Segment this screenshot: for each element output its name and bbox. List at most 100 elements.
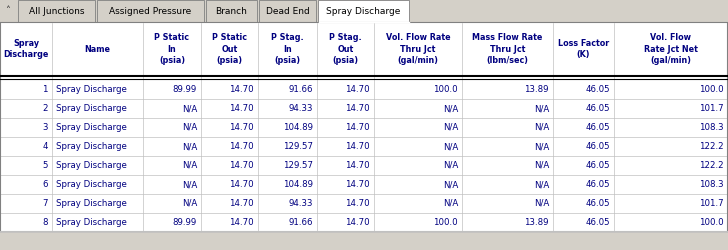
Text: 14.70: 14.70 xyxy=(345,218,370,227)
Bar xyxy=(259,0,316,22)
Text: 100.0: 100.0 xyxy=(433,218,458,227)
Text: 14.70: 14.70 xyxy=(229,218,254,227)
Text: 4: 4 xyxy=(42,142,48,151)
Text: 7: 7 xyxy=(42,199,48,208)
Text: 1: 1 xyxy=(42,85,48,94)
Bar xyxy=(0,23,728,231)
Text: N/A: N/A xyxy=(443,142,458,151)
Text: 94.33: 94.33 xyxy=(288,199,313,208)
Text: 129.57: 129.57 xyxy=(283,142,313,151)
Text: Spray Discharge: Spray Discharge xyxy=(326,6,400,16)
Text: ˄: ˄ xyxy=(6,6,10,16)
Text: Mass Flow Rate
Thru Jct
(lbm/sec): Mass Flow Rate Thru Jct (lbm/sec) xyxy=(472,34,542,64)
Text: N/A: N/A xyxy=(443,199,458,208)
Text: Spray Discharge: Spray Discharge xyxy=(56,161,127,170)
Text: 46.05: 46.05 xyxy=(585,104,610,113)
Text: 46.05: 46.05 xyxy=(585,199,610,208)
Text: 14.70: 14.70 xyxy=(345,180,370,189)
Text: 6: 6 xyxy=(42,180,48,189)
Text: N/A: N/A xyxy=(182,123,197,132)
Text: 14.70: 14.70 xyxy=(345,199,370,208)
Text: 91.66: 91.66 xyxy=(288,218,313,227)
Text: 108.3: 108.3 xyxy=(700,123,724,132)
Text: 2: 2 xyxy=(42,104,48,113)
Bar xyxy=(18,0,95,22)
Text: 14.70: 14.70 xyxy=(345,85,370,94)
Text: 104.89: 104.89 xyxy=(283,123,313,132)
Text: P Static
Out
(psia): P Static Out (psia) xyxy=(212,34,247,64)
Text: N/A: N/A xyxy=(182,180,197,189)
Text: 46.05: 46.05 xyxy=(585,142,610,151)
Text: 14.70: 14.70 xyxy=(229,142,254,151)
Text: N/A: N/A xyxy=(534,199,549,208)
Text: 14.70: 14.70 xyxy=(229,161,254,170)
Text: Name: Name xyxy=(84,44,111,54)
Text: All Junctions: All Junctions xyxy=(28,6,84,16)
Text: 89.99: 89.99 xyxy=(173,85,197,94)
Text: 46.05: 46.05 xyxy=(585,218,610,227)
Text: Spray Discharge: Spray Discharge xyxy=(56,123,127,132)
Text: Branch: Branch xyxy=(215,6,248,16)
Text: 94.33: 94.33 xyxy=(288,104,313,113)
Text: 14.70: 14.70 xyxy=(229,199,254,208)
Text: 8: 8 xyxy=(42,218,48,227)
Text: Assigned Pressure: Assigned Pressure xyxy=(109,6,191,16)
Text: 101.7: 101.7 xyxy=(700,199,724,208)
Text: 14.70: 14.70 xyxy=(345,142,370,151)
Text: Vol. Flow Rate
Thru Jct
(gal/min): Vol. Flow Rate Thru Jct (gal/min) xyxy=(386,34,451,64)
Text: N/A: N/A xyxy=(182,142,197,151)
Text: Spray Discharge: Spray Discharge xyxy=(56,199,127,208)
Text: 14.70: 14.70 xyxy=(229,104,254,113)
Text: 104.89: 104.89 xyxy=(283,180,313,189)
Bar xyxy=(0,23,728,75)
Text: 100.0: 100.0 xyxy=(433,85,458,94)
Text: 122.2: 122.2 xyxy=(700,161,724,170)
Text: 14.70: 14.70 xyxy=(229,85,254,94)
Bar xyxy=(97,0,204,22)
Text: 46.05: 46.05 xyxy=(585,180,610,189)
Text: 89.99: 89.99 xyxy=(173,218,197,227)
Text: 46.05: 46.05 xyxy=(585,85,610,94)
Text: Vol. Flow
Rate Jct Net
(gal/min): Vol. Flow Rate Jct Net (gal/min) xyxy=(644,34,698,64)
Text: N/A: N/A xyxy=(443,104,458,113)
Text: N/A: N/A xyxy=(443,161,458,170)
Text: N/A: N/A xyxy=(534,104,549,113)
Text: Spray Discharge: Spray Discharge xyxy=(56,104,127,113)
Text: 122.2: 122.2 xyxy=(700,142,724,151)
Text: 100.0: 100.0 xyxy=(700,218,724,227)
Text: 129.57: 129.57 xyxy=(283,161,313,170)
Bar xyxy=(206,0,257,22)
Text: P Static
In
(psia): P Static In (psia) xyxy=(154,34,189,64)
Text: N/A: N/A xyxy=(182,161,197,170)
Text: N/A: N/A xyxy=(182,104,197,113)
Text: 14.70: 14.70 xyxy=(229,123,254,132)
Bar xyxy=(0,231,728,250)
Text: 3: 3 xyxy=(42,123,48,132)
Text: 91.66: 91.66 xyxy=(288,85,313,94)
Text: N/A: N/A xyxy=(534,142,549,151)
Text: 100.0: 100.0 xyxy=(700,85,724,94)
Text: 46.05: 46.05 xyxy=(585,123,610,132)
Text: Spray Discharge: Spray Discharge xyxy=(56,218,127,227)
Text: Dead End: Dead End xyxy=(266,6,309,16)
Text: N/A: N/A xyxy=(534,161,549,170)
Text: 108.3: 108.3 xyxy=(700,180,724,189)
Text: 13.89: 13.89 xyxy=(524,218,549,227)
Text: N/A: N/A xyxy=(443,123,458,132)
Text: N/A: N/A xyxy=(534,123,549,132)
Text: Spray Discharge: Spray Discharge xyxy=(56,180,127,189)
Text: 46.05: 46.05 xyxy=(585,161,610,170)
Text: 14.70: 14.70 xyxy=(229,180,254,189)
Text: P Stag.
Out
(psia): P Stag. Out (psia) xyxy=(329,34,362,64)
Text: N/A: N/A xyxy=(534,180,549,189)
Text: 14.70: 14.70 xyxy=(345,161,370,170)
Text: 101.7: 101.7 xyxy=(700,104,724,113)
Text: 14.70: 14.70 xyxy=(345,123,370,132)
Bar xyxy=(318,0,409,22)
Text: Loss Factor
(K): Loss Factor (K) xyxy=(558,39,609,59)
Text: 13.89: 13.89 xyxy=(524,85,549,94)
Text: 5: 5 xyxy=(42,161,48,170)
Text: Spray Discharge: Spray Discharge xyxy=(56,85,127,94)
Text: Spray Discharge: Spray Discharge xyxy=(56,142,127,151)
Text: Spray
Discharge: Spray Discharge xyxy=(4,39,49,59)
